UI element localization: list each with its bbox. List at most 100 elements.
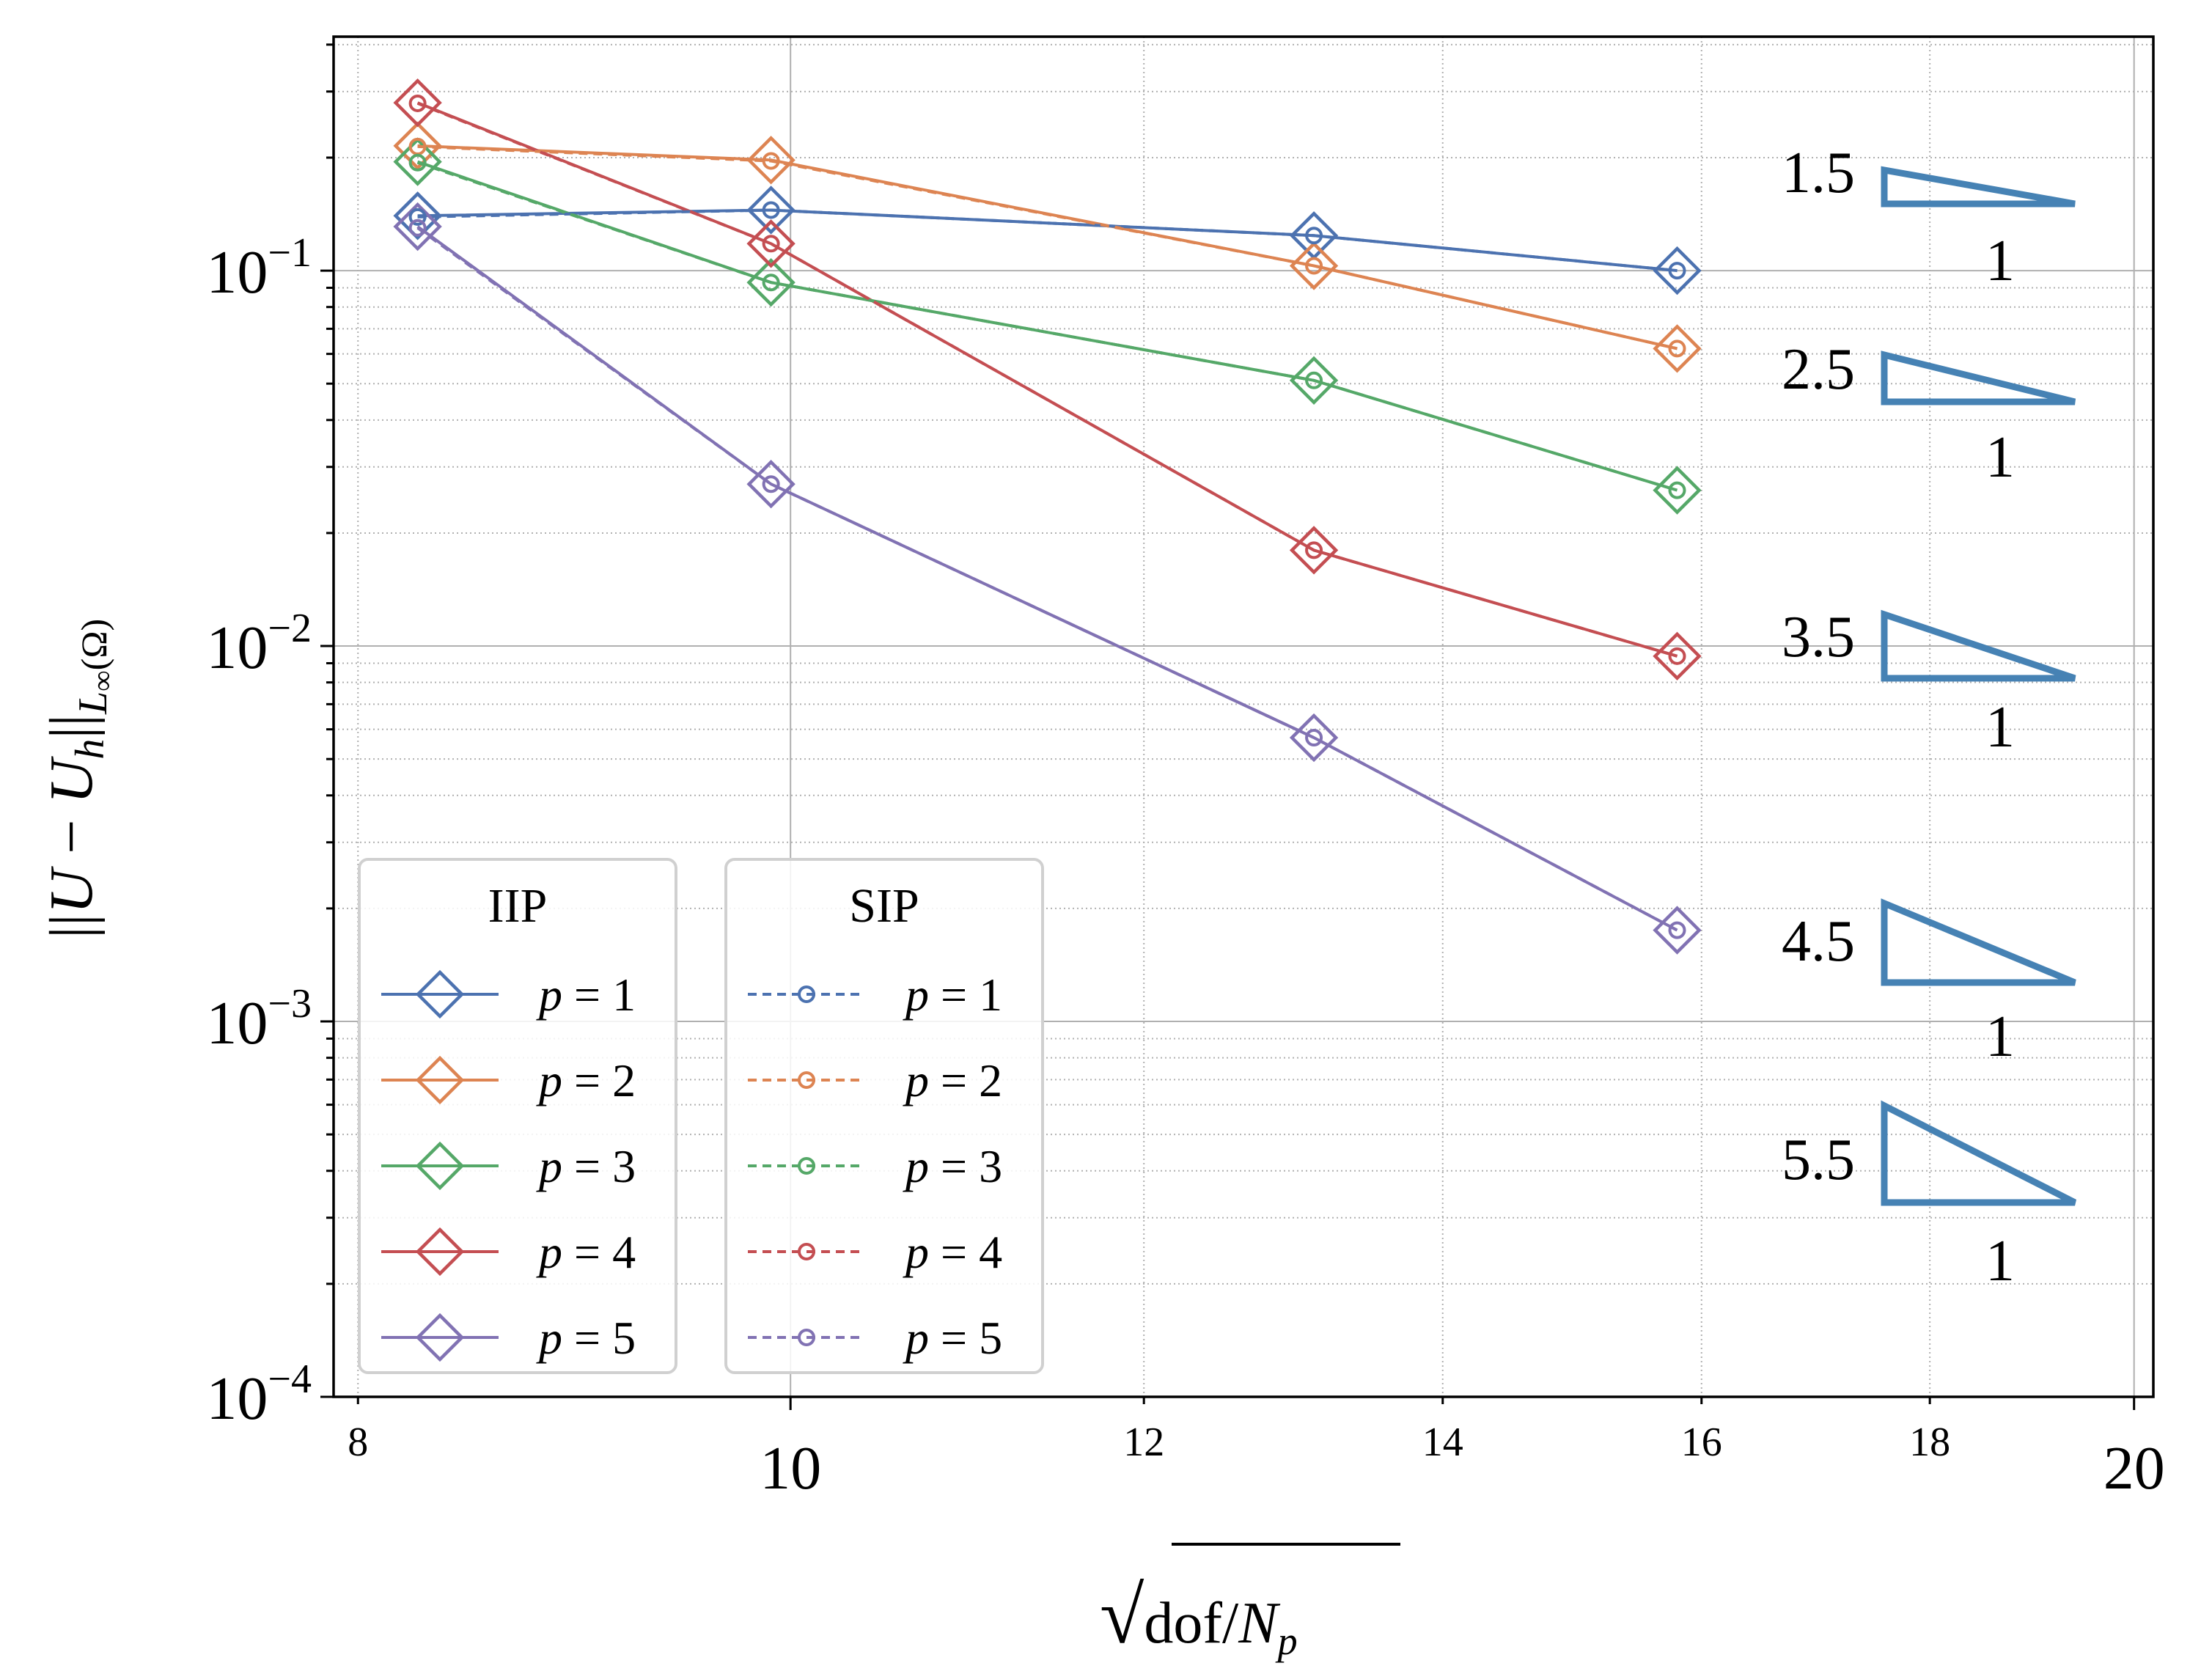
diamond-marker [746,258,795,307]
y-tick-base: 10 [206,614,268,682]
triangle-shape [1881,1100,2077,1206]
diamond-marker [1653,246,1702,295]
slope-run-label: 1 [1985,695,2015,760]
y-label-inf: ∞ [86,670,119,691]
series-line-dashed [417,144,1678,350]
legend-label-eq: = [562,1312,612,1364]
legend-label-eq: = [929,1140,979,1192]
circle-marker [762,274,780,292]
slope-rise-label: 5.5 [1782,1128,1855,1192]
slope-triangle: 3.51 [1782,605,2076,760]
slope-run-label: 1 [1985,1229,2015,1293]
legend-label: p = 1 [903,969,1002,1021]
triangle-shape [1881,350,2076,405]
slope-triangle: 1.51 [1782,141,2076,293]
legend-label: p = 2 [903,1054,1002,1106]
x-major-tick-label: 20 [2103,1434,2165,1502]
series-line-dashed [416,161,1678,492]
y-label-norm-left: || [37,914,106,939]
legend-label-eq: = [562,969,612,1021]
circle-marker [1305,729,1323,747]
legend-label-p: p [903,1226,929,1278]
legend-label-value: 5 [979,1312,1002,1364]
x-minor-tick-label: 8 [348,1420,368,1465]
legend-marker [798,1157,815,1175]
legend-item: p = 4 [381,1226,636,1278]
legend-item: p = 1 [381,969,636,1021]
ticks [320,43,2136,1410]
diamond-marker [415,1313,465,1362]
legend-label-eq: = [562,1226,612,1278]
legend-label: p = 4 [536,1226,636,1278]
legend-title: IIP [488,879,548,933]
y-tick-label: 10−3 [206,981,312,1057]
legend-label-value: 2 [979,1054,1002,1106]
circle-marker [1668,339,1686,358]
y-tick-base: 10 [206,238,268,306]
legend-marker [798,985,815,1003]
diamond-marker [1289,356,1339,405]
legend-label-value: 2 [612,1054,636,1106]
diamond-marker [393,191,442,241]
diamond-marker [393,202,442,252]
circle-marker [408,208,427,226]
plot-frame [332,35,2155,1398]
slope-triangle: 5.51 [1782,1100,2077,1293]
diamond-marker [746,460,795,509]
diamond-marker [1653,324,1702,373]
legend-item: p = 2 [381,1054,636,1106]
legend-label-value: 1 [612,969,636,1021]
series-sip-p4 [408,94,1686,665]
legend-label-p: p [536,969,562,1021]
legend-item: p = 5 [748,1312,1002,1364]
y-label-Uh: U [37,755,106,804]
legend-label-p: p [903,969,929,1021]
circle-marker [762,152,780,170]
x-minor-tick-label: 18 [1909,1420,1950,1465]
legend-label-p: p [536,1140,562,1192]
legend-label-p: p [536,1312,562,1364]
slope-triangle: 2.51 [1782,337,2076,490]
slope-run-label: 1 [1985,1005,2015,1069]
diamond-marker [393,137,442,186]
legend-item: p = 3 [381,1140,636,1192]
series-sip-p1 [408,201,1686,280]
legend-box [724,858,1044,1374]
circle-marker [408,153,427,172]
series-sip-p5 [408,219,1686,939]
y-tick-base: 10 [206,1365,268,1433]
diamond-marker [415,1055,465,1105]
legend-label: p = 5 [903,1312,1002,1364]
y-tick-exponent: −4 [268,1357,312,1402]
x-minor-tick-label: 12 [1123,1420,1164,1465]
diamond-marker [415,969,465,1019]
legend-item: p = 2 [748,1054,1002,1106]
series-group [393,78,1702,955]
y-label-h: h [67,739,113,760]
legend-label-value: 3 [612,1140,636,1192]
legend-box [358,858,677,1374]
slope-rise-label: 4.5 [1782,909,1855,974]
legend-label-eq: = [929,1312,979,1364]
y-tick-label: 10−4 [206,1357,312,1433]
diamond-marker [746,219,795,268]
diamond-marker [415,1141,465,1191]
y-label-norm-right: || [37,714,106,739]
triangle-shape [1881,898,2076,986]
circle-marker [408,94,427,112]
y-label-minus: − [37,804,106,869]
slope-rise-label: 2.5 [1782,337,1855,402]
diamond-marker [1289,241,1339,290]
legend-label-eq: = [929,1054,979,1106]
legend-title: SIP [849,879,919,933]
series-sip-p3 [408,153,1686,499]
circle-marker [1305,371,1323,389]
circle-marker [1668,921,1686,939]
slope-run-label: 1 [1985,229,2015,293]
circle-marker [1305,257,1323,275]
series-line-dashed [416,227,1678,932]
legend-label-eq: = [562,1054,612,1106]
slope-rise-label: 3.5 [1782,605,1855,669]
